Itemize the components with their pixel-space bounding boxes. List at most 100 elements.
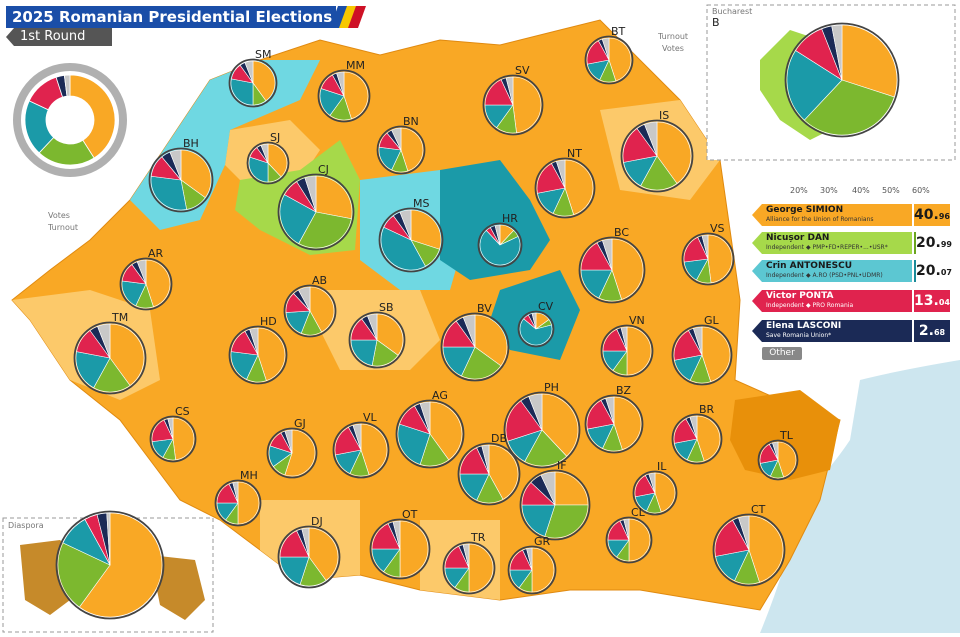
candidate-name: Elena LASCONI [766, 321, 841, 331]
county-pie-gl [673, 326, 732, 385]
county-code-label: HD [260, 315, 277, 328]
county-pie-bz [586, 396, 643, 453]
county-pie-vs [683, 234, 734, 285]
county-code-label: CJ [318, 163, 329, 176]
other-button: Other [762, 347, 802, 360]
county-pie-if [521, 471, 590, 540]
county-pie-br [673, 415, 722, 464]
county-code-label: BV [477, 302, 492, 315]
county-pie-cl [607, 518, 652, 563]
county-pie-nt [536, 159, 595, 218]
county-pie-ar [121, 259, 172, 310]
county-pie-bc [580, 238, 645, 303]
candidate-ponta: Victor PONTA Independent ◆ PRO Romania 1… [752, 290, 950, 312]
county-code-label: GJ [294, 417, 306, 430]
bucharest-code: B [712, 16, 720, 29]
county-code-label: IL [657, 460, 667, 473]
national-donut [17, 67, 123, 173]
county-pie-dj [279, 527, 340, 588]
county-code-label: PH [544, 381, 559, 394]
scale-label: 60% [912, 186, 930, 195]
scale-label: 20% [790, 186, 808, 195]
diaspora-title: Diaspora [8, 521, 44, 530]
candidate-dan: Nicușor DAN Independent ◆ PMP•FD•REPER•.… [752, 232, 950, 254]
candidate-name: Nicușor DAN [766, 233, 829, 243]
national-votes-label: Votes [48, 211, 70, 220]
legend-turnout-label: Turnout [657, 32, 688, 41]
county-pie-hd [230, 327, 287, 384]
county-code-label: GR [534, 535, 551, 548]
county-pie-cj [279, 175, 354, 250]
county-code-label: TL [779, 429, 794, 442]
county-pie-vn [602, 326, 653, 377]
county-pie-hr [479, 224, 522, 267]
county-pie-tm [75, 323, 146, 394]
county-code-label: BH [183, 137, 199, 150]
county-code-label: MS [413, 197, 429, 210]
county-code-label: MM [346, 59, 365, 72]
county-code-label: AB [312, 274, 327, 287]
county-code-label: CV [538, 300, 554, 313]
county-pie-is [622, 121, 693, 192]
candidate-name: George SIMION [766, 205, 843, 215]
county-code-label: AG [432, 389, 448, 402]
county-code-label: OT [402, 508, 418, 521]
county-pie-sj [248, 143, 289, 184]
county-pie-sb [350, 313, 405, 368]
county-pie-sv [484, 76, 543, 135]
candidate-party: Save Romania Union* [766, 332, 831, 339]
diaspora-pie [57, 512, 164, 619]
candidate-party: Alliance for the Union of Romanians [766, 216, 874, 223]
county-code-label: VN [629, 314, 645, 327]
county-pie-vl [334, 423, 389, 478]
county-code-label: SB [379, 301, 394, 314]
bucharest-title: Bucharest [712, 7, 752, 16]
county-pie-sm [230, 60, 277, 107]
scale-label: 30% [820, 186, 838, 195]
county-pie-mm [319, 71, 370, 122]
county-pie-bn [378, 127, 425, 174]
county-code-label: BT [611, 25, 626, 38]
county-pie-cs [151, 417, 196, 462]
county-code-label: VL [363, 411, 378, 424]
candidate-percent: 13.04 [914, 290, 950, 312]
national-turnout-label: Turnout [47, 223, 78, 232]
county-code-label: BR [699, 403, 715, 416]
county-code-label: HR [502, 212, 518, 225]
candidate-percent: 40.96 [914, 204, 950, 226]
county-code-label: GL [704, 314, 720, 327]
county-pie-gj [268, 429, 317, 478]
county-pie-ot [371, 520, 430, 579]
county-pie-ms [380, 209, 443, 272]
county-code-label: IF [557, 459, 567, 472]
scale-label: 50% [882, 186, 900, 195]
county-pie-bh [150, 149, 213, 212]
county-code-label: SJ [270, 131, 280, 144]
county-code-label: BN [403, 115, 419, 128]
candidate-party: Independent ◆ A.RO (PSD•PNL•UDMR) [766, 272, 883, 279]
county-code-label: MH [240, 469, 258, 482]
county-pie-cv [519, 312, 554, 347]
candidate-antonescu: Crin ANTONESCU Independent ◆ A.RO (PSD•P… [752, 260, 950, 282]
county-pie-bt [586, 37, 633, 84]
county-code-label: BC [614, 226, 629, 239]
county-code-label: DB [491, 432, 507, 445]
county-code-label: DJ [311, 515, 323, 528]
candidate-percent: 20.07 [914, 260, 952, 282]
candidate-percent: 2.68 [914, 320, 950, 342]
county-code-label: CL [631, 506, 646, 519]
county-code-label: CT [751, 503, 766, 516]
county-code-label: CS [175, 405, 190, 418]
candidate-percent: 20.99 [914, 232, 952, 254]
round-badge: 1st Round [6, 28, 112, 46]
bucharest-pie [786, 24, 899, 137]
candidate-lasconi: Elena LASCONI Save Romania Union* 2.68 [752, 320, 950, 342]
county-code-label: TR [470, 531, 486, 544]
legend-votes-label: Votes [662, 44, 684, 53]
page-title: 2025 Romanian Presidential Elections [6, 6, 336, 28]
candidate-name: Victor PONTA [766, 291, 833, 301]
county-pie-ph [505, 393, 580, 468]
county-code-label: TM [111, 311, 128, 324]
